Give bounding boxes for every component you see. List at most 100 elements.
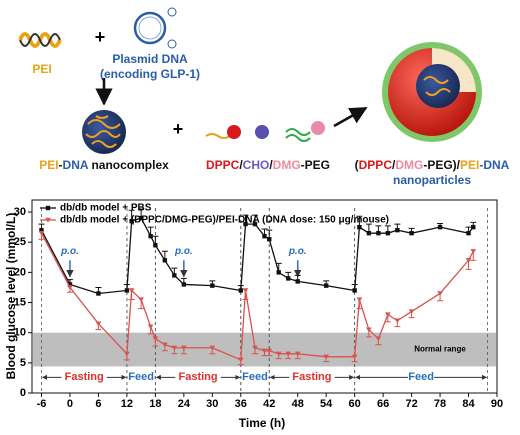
marker: [295, 279, 300, 284]
x-tick-label: 18: [149, 398, 161, 410]
y-tick-label: 30: [14, 206, 26, 218]
x-tick-label: 90: [491, 398, 503, 410]
plus-sign: +: [95, 27, 106, 47]
nanoparticle-icon: [382, 42, 482, 142]
marker: [286, 276, 291, 281]
marker: [366, 230, 372, 236]
marker: [266, 348, 273, 354]
pei-icon: [18, 32, 62, 48]
nanoparticle-label: (DPPC/DMG-PEG)/PEI-DNA: [355, 158, 510, 172]
label-part: PEI: [460, 158, 479, 172]
nanocomplex-icon: [82, 110, 126, 154]
marker: [152, 336, 159, 342]
y-axis-label: Blood glucose level (mmol/L): [4, 213, 18, 380]
marker: [237, 357, 244, 363]
x-tick-label: 24: [178, 398, 191, 410]
marker: [129, 218, 134, 224]
marker: [238, 288, 243, 293]
x-tick-label: 12: [121, 398, 133, 410]
phase-label: Fasting: [179, 371, 218, 383]
label-part: -PEG)/: [423, 158, 460, 172]
label-part: (: [355, 158, 359, 172]
marker: [252, 345, 258, 351]
arrow: [333, 106, 368, 128]
plus-sign: +: [173, 119, 184, 139]
plasmid-icon: [133, 7, 177, 49]
marker: [96, 291, 101, 296]
y-tick-label: 25: [14, 236, 26, 248]
label-part: DPPC: [206, 158, 240, 172]
plot-frame: [31, 199, 498, 394]
marker: [124, 288, 130, 293]
x-tick-label: 42: [263, 398, 275, 410]
marker: [67, 282, 73, 287]
marker: [181, 345, 187, 351]
marker: [95, 321, 102, 327]
marker: [210, 283, 215, 288]
marker: [437, 291, 443, 297]
label-part: -PEG: [301, 158, 330, 172]
marker: [352, 288, 357, 293]
phase-label-bg: [408, 371, 435, 384]
x-tick-label: 72: [405, 398, 417, 410]
phase-label: Feed: [408, 371, 434, 383]
marker: [242, 288, 249, 294]
label-part: DPPC: [359, 158, 393, 172]
x-tick-label: 6: [95, 398, 101, 410]
marker: [356, 297, 363, 303]
dosing-annotation: p.o.: [60, 246, 79, 257]
marker: [162, 342, 168, 348]
marker: [209, 345, 216, 351]
dosing-annotation: p.o.: [174, 246, 193, 257]
x-tick-label: 66: [377, 398, 389, 410]
x-tick-label: 30: [206, 398, 218, 410]
phase-label: Fasting: [65, 371, 104, 383]
phase-label-bg: [242, 371, 269, 384]
marker: [466, 230, 471, 236]
marker: [124, 351, 130, 357]
marker: [181, 282, 187, 287]
phase-label-bg: [61, 371, 107, 384]
marker: [261, 348, 268, 354]
marker: [276, 270, 281, 275]
x-tick-label: 84: [462, 398, 475, 410]
label-part: /: [269, 158, 273, 172]
x-tick-label: 54: [320, 398, 333, 410]
marker: [138, 297, 144, 303]
label-part: nanoparticles: [393, 173, 471, 187]
marker: [162, 258, 168, 263]
y-tick-label: 15: [14, 296, 26, 308]
y-tick-label: 10: [14, 327, 26, 339]
marker: [357, 224, 362, 230]
marker: [38, 230, 45, 236]
phase-label: Feed: [128, 371, 154, 383]
marker: [275, 351, 282, 357]
marker: [172, 273, 177, 278]
label-part: /: [392, 158, 396, 172]
x-tick-label: 0: [67, 398, 73, 410]
marker: [323, 354, 329, 360]
nanoparticle-label: nanoparticles: [393, 173, 471, 187]
marker: [408, 309, 415, 315]
x-tick-label: 60: [349, 398, 361, 410]
marker: [394, 318, 401, 324]
marker: [243, 221, 248, 227]
marker: [67, 285, 73, 291]
x-tick-label: 78: [434, 398, 446, 410]
marker: [323, 283, 329, 288]
marker: [437, 224, 443, 230]
phase-label-bg: [175, 371, 221, 384]
legend-marker: [45, 205, 51, 211]
marker: [465, 258, 472, 263]
marker: [409, 230, 414, 236]
y-tick-label: 20: [14, 266, 26, 278]
y-tick-label: 0: [20, 387, 26, 399]
label-part: /: [239, 158, 243, 172]
marker: [366, 327, 372, 333]
dosing-annotation: p.o.: [288, 246, 307, 257]
marker: [39, 227, 44, 233]
phase-label-bg: [289, 371, 335, 384]
marker: [148, 233, 153, 239]
series-line: [40, 217, 474, 295]
